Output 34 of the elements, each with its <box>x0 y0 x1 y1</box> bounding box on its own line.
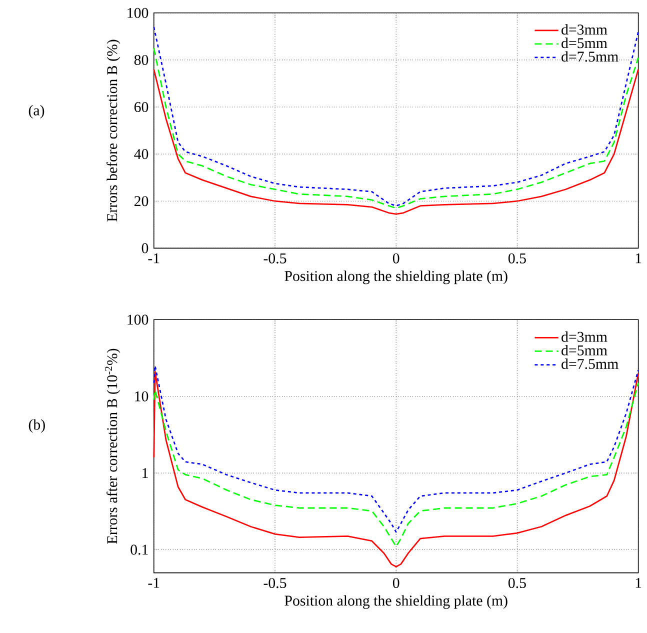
x-tick-label: -1 <box>148 578 160 588</box>
line-series <box>153 370 640 568</box>
y-tick-label: 20 <box>134 196 148 206</box>
x-tick-label: 0 <box>392 578 400 588</box>
x-tick-label: -1 <box>148 253 160 263</box>
y-tick-label: 80 <box>134 54 148 65</box>
text: (a) <box>28 104 44 118</box>
legend-label: d=3mm <box>562 24 608 34</box>
legend-label: d=5mm <box>562 344 608 356</box>
y-tick-label: 100 <box>128 314 148 324</box>
y-tick-label: 0.1 <box>130 544 148 555</box>
x-tick-label: -0.5 <box>264 253 286 264</box>
y-axis-title: Errors before correction B (%) <box>106 40 120 222</box>
legend-label: d=7.5mm <box>562 358 618 369</box>
x-tick-label: -0.5 <box>264 578 286 588</box>
legend-label: d=5mm <box>562 37 608 48</box>
y-axis-title: Errors after correction B (10$^{-2}$%) <box>104 348 120 544</box>
text: (b) <box>28 419 45 433</box>
legend-label: d=7.5mm <box>562 51 618 62</box>
x-tick-label: 0.5 <box>508 253 526 264</box>
y-tick-label: 0 <box>142 242 148 254</box>
legend-label: d=3mm <box>562 331 608 342</box>
y-tick-label: 60 <box>134 102 148 112</box>
x-axis-title: Position along the shielding plate (m) <box>284 595 508 609</box>
x-axis-title: Position along the shielding plate (m) <box>284 270 508 284</box>
y-tick-label: 40 <box>134 148 148 159</box>
line-series <box>153 382 640 548</box>
x-tick-label: 1 <box>636 253 642 263</box>
y-tick-label: 10 <box>135 391 148 402</box>
x-tick-label: 1 <box>636 578 642 588</box>
x-tick-label: 0.5 <box>508 578 526 588</box>
x-tick-label: 0 <box>392 253 400 264</box>
y-tick-label: 1 <box>142 468 148 478</box>
y-tick-label: 100 <box>128 8 148 18</box>
